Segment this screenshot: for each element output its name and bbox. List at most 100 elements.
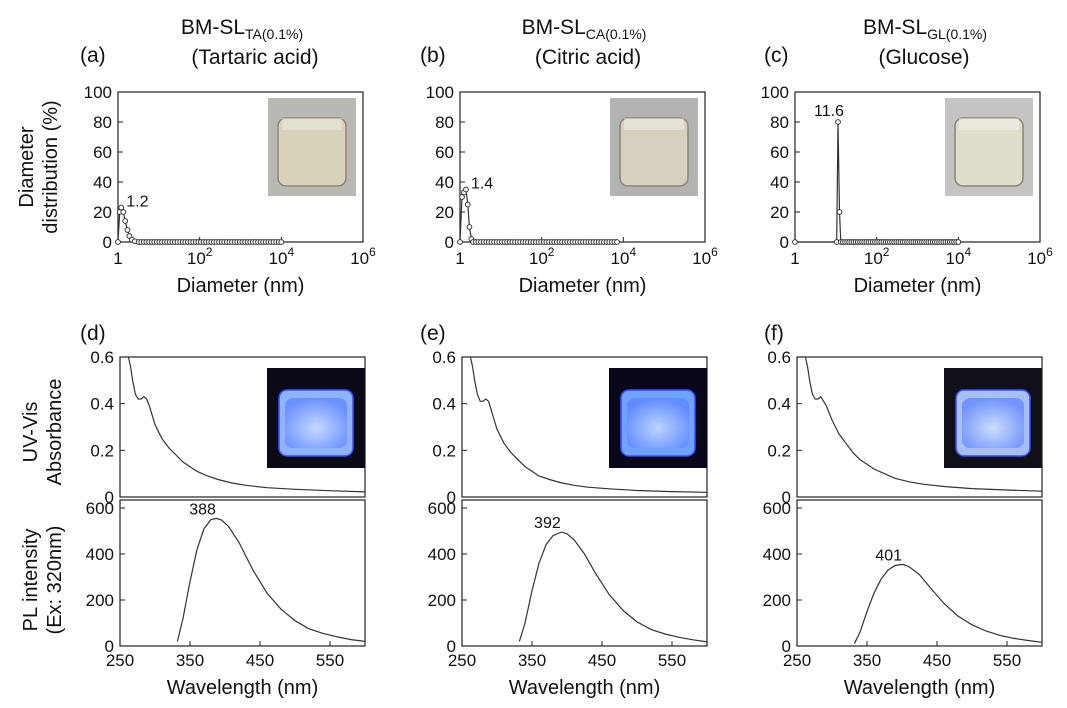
vial-meniscus xyxy=(959,118,1019,130)
x-tick-label: 350 xyxy=(853,651,881,670)
x-tick-label: 106 xyxy=(1027,245,1053,268)
y-tick-label: 0.6 xyxy=(90,348,114,367)
x-tick-label: 102 xyxy=(529,245,555,268)
y-tick-label: 40 xyxy=(93,173,112,192)
vial-photo-inset xyxy=(268,98,356,196)
y-tick-label: 400 xyxy=(86,545,114,564)
x-tick-exponent: 4 xyxy=(287,245,294,259)
x-tick-exponent: 2 xyxy=(548,245,555,259)
x-tick-label: 1 xyxy=(790,249,799,268)
x-tick-label: 104 xyxy=(611,245,637,268)
x-tick-exponent: 4 xyxy=(964,245,971,259)
column-subtitle: (Tartaric acid) xyxy=(191,46,318,69)
panel-label-e: (e) xyxy=(420,322,446,345)
uv-ylabel: UV-Vis Absorbance xyxy=(20,379,66,486)
panel-label-d: (d) xyxy=(80,322,106,345)
y-tick-label: 0 xyxy=(445,233,454,252)
y-tick-label: 600 xyxy=(763,499,791,518)
x-tick-label: 102 xyxy=(187,245,213,268)
distribution-point xyxy=(467,225,472,230)
x-tick-label: 450 xyxy=(588,651,616,670)
x-tick-label: 104 xyxy=(269,245,295,268)
distribution-point xyxy=(836,120,841,125)
x-tick-label: 450 xyxy=(246,651,274,670)
x-tick-base: 10 xyxy=(946,249,965,268)
distribution-point xyxy=(121,210,126,215)
uv-panel-2: 00.20.40.6 xyxy=(432,348,707,507)
x-tick-label: 250 xyxy=(783,651,811,670)
distribution-point xyxy=(956,240,961,245)
x-tick-base: 10 xyxy=(269,249,288,268)
pl-intensity-line xyxy=(519,532,707,642)
y-tick-label: 40 xyxy=(770,173,789,192)
peak-label: 1.4 xyxy=(471,176,493,193)
x-tick-label: 102 xyxy=(864,245,890,268)
column-title-main: BM-SL xyxy=(522,16,586,39)
distribution-point xyxy=(123,219,128,224)
pl-panel-1: 0200400600250 350 450 550Wavelength (nm)388 xyxy=(86,499,365,699)
y-tick-label: 0.2 xyxy=(90,441,114,460)
x-tick-label: 550 xyxy=(993,651,1021,670)
column-title-subscript: TA(0.1%) xyxy=(245,26,303,42)
column-title-subscript: GL(0.1%) xyxy=(927,26,987,42)
x-tick-exponent: 4 xyxy=(629,245,636,259)
x-tick-label: 350 xyxy=(518,651,546,670)
pl-ylabel-line1: PL intensity xyxy=(20,529,42,632)
pl-panel-3: 0200400600250 350 450 550Wavelength (nm)401 xyxy=(763,499,1042,699)
x-axis-title: Diameter (nm) xyxy=(177,275,305,297)
column-header-1: BM-SLTA(0.1%) (Tartaric acid) xyxy=(181,16,319,69)
pl-ylabel-line2: (Ex: 320nm) xyxy=(44,526,66,635)
y-tick-label: 0.2 xyxy=(767,441,791,460)
vial-uv-photo-inset xyxy=(944,368,1042,468)
distribution-point xyxy=(464,187,469,192)
y-tick-label: 80 xyxy=(93,113,112,132)
x-tick-base: 10 xyxy=(611,249,630,268)
x-axis-title: Diameter (nm) xyxy=(854,275,982,297)
y-tick-label: 100 xyxy=(426,83,454,102)
distribution-point xyxy=(125,228,130,233)
y-tick-label: 200 xyxy=(763,591,791,610)
x-tick-exponent: 6 xyxy=(711,245,718,259)
x-tick-label: 550 xyxy=(316,651,344,670)
x-tick-label: 106 xyxy=(350,245,376,268)
x-tick-base: 10 xyxy=(187,249,206,268)
plot-frame xyxy=(797,500,1042,646)
distribution-point xyxy=(465,202,470,207)
panel-label-f: (f) xyxy=(764,322,784,345)
dist-ylabel-line2: distribution (%) xyxy=(40,100,62,233)
y-tick-label: 80 xyxy=(770,113,789,132)
y-tick-label: 0.2 xyxy=(432,441,456,460)
uv-ylabel-line2: Absorbance xyxy=(44,379,66,486)
y-tick-label: 20 xyxy=(770,203,789,222)
svg-text:BM-SLCA(0.1%): BM-SLCA(0.1%) xyxy=(522,16,647,42)
x-tick-exponent: 6 xyxy=(369,245,376,259)
x-tick-label: 450 xyxy=(923,651,951,670)
x-tick-base: 10 xyxy=(350,249,369,268)
distribution-panel-2: 0204060801001 102 104 106Diameter (nm)1.4 xyxy=(426,83,718,297)
x-tick-exponent: 2 xyxy=(206,245,213,259)
y-tick-label: 20 xyxy=(93,203,112,222)
x-tick-label: 1 xyxy=(455,249,464,268)
plot-frame xyxy=(120,500,365,646)
pl-ylabel: PL intensity (Ex: 320nm) xyxy=(20,526,66,635)
x-axis-title: Wavelength (nm) xyxy=(509,677,661,699)
y-tick-label: 80 xyxy=(435,113,454,132)
y-tick-label: 60 xyxy=(770,143,789,162)
distribution-series-line xyxy=(460,190,617,243)
uv-panel-1: 0 0.2 0.4 0.6 xyxy=(90,348,365,507)
y-tick-label: 600 xyxy=(428,499,456,518)
x-axis-title: Wavelength (nm) xyxy=(844,677,996,699)
x-tick-label: 550 xyxy=(658,651,686,670)
column-title-main: BM-SL xyxy=(181,16,245,39)
distribution-series-line xyxy=(795,122,958,242)
uv-panel-3: 0 0.2 0.4 0.6 xyxy=(767,348,1042,507)
y-tick-label: 0.4 xyxy=(90,395,114,414)
y-tick-label: 100 xyxy=(84,83,112,102)
distribution-series-line xyxy=(118,208,281,243)
distribution-point xyxy=(116,240,121,245)
vial-meniscus xyxy=(624,118,684,130)
x-tick-exponent: 2 xyxy=(883,245,890,259)
